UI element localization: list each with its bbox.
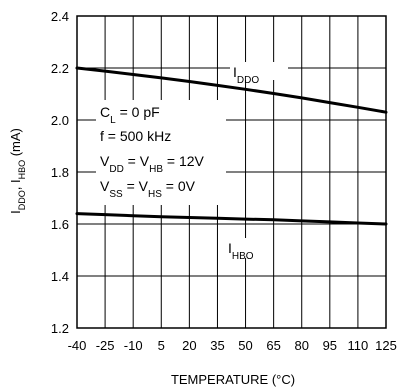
x-tick-label: -10 [124,338,143,353]
series-line-hbo [75,212,388,226]
series-label-iddo: IDDO [233,64,259,86]
x-tick-label: 20 [182,338,196,353]
y-tick-label: 1.6 [51,217,69,232]
y-tick-label: 1.2 [51,321,69,336]
plot-frame [76,15,387,329]
x-tick-label: -25 [96,338,115,353]
annotation-ground-voltage: VSS = VHS = 0V [100,178,196,200]
x-tick-label: 50 [238,338,252,353]
x-tick-label: 110 [348,338,369,353]
y-axis-title: IDDO, IHBO (mA) [8,128,27,214]
x-tick-label: 65 [266,338,280,353]
y-tick-label: 2.4 [51,9,69,24]
x-tick-label: 5 [158,338,165,353]
tick-labels: -40 -25 -10 5 20 35 50 65 80 95 110 125 1.2 1.4 1.6 1.8… [51,9,397,353]
series-label-bg-hbo [226,238,266,258]
annotation-supply-voltage: VDD = VHB = 12V [100,153,205,175]
series-label-bg-ddo [230,62,288,80]
x-axis-title: TEMPERATURE (°C) [171,372,295,387]
x-tick-label: 80 [294,338,308,353]
y-tick-label: 1.4 [51,269,69,284]
annotation-load-capacitance: CL = 0 pF [100,104,160,126]
x-tick-label: 35 [210,338,224,353]
series-lines [75,66,388,226]
x-tick-label: -40 [68,338,87,353]
y-tick-label: 1.8 [51,165,69,180]
annotation-box [96,100,226,205]
series-label-ihbo: IHBO [228,240,254,262]
annotation-frequency: f = 500 kHz [100,128,171,144]
series-line-ddo [75,66,388,114]
x-tick-label: 125 [375,338,397,353]
y-tick-label: 2.2 [51,61,69,76]
y-tick-label: 2.0 [51,113,69,128]
x-tick-label: 95 [323,338,337,353]
